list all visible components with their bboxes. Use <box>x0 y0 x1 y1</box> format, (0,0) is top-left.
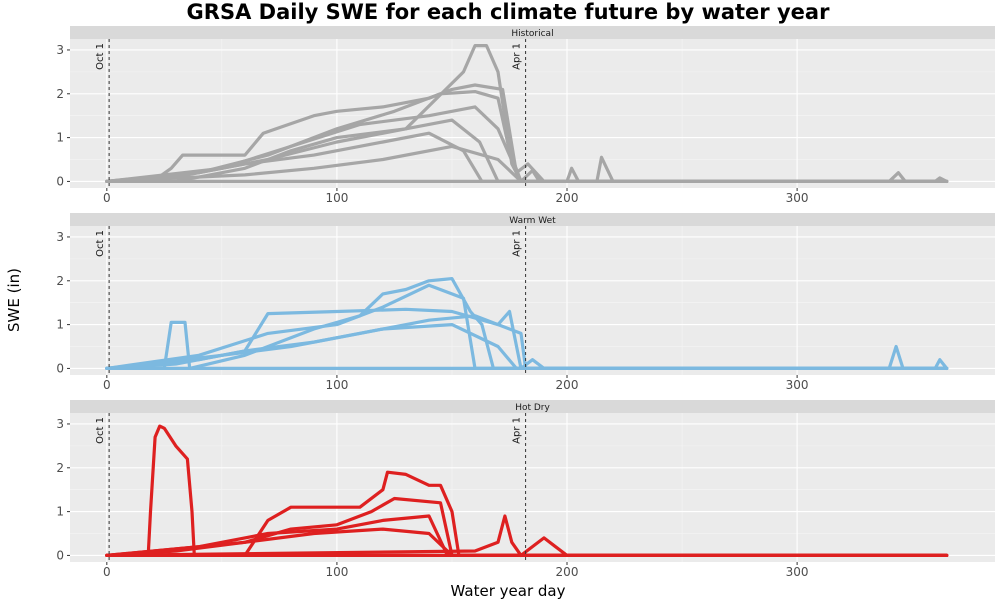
series-line <box>105 470 949 557</box>
y-tick-label: 3 <box>56 417 64 431</box>
x-tick-label: 100 <box>325 565 348 579</box>
series-line <box>105 496 949 557</box>
y-tick-label: 3 <box>56 43 64 57</box>
panel-background <box>70 226 995 375</box>
x-tick-label: 300 <box>786 565 809 579</box>
reference-line-label: Oct 1 <box>95 417 106 444</box>
series-line <box>105 344 949 370</box>
x-tick-label: 100 <box>325 378 348 392</box>
y-tick-label: 2 <box>56 461 64 475</box>
panel-background <box>70 39 995 188</box>
chart-title: GRSA Daily SWE for each climate future b… <box>187 0 831 24</box>
x-tick-label: 200 <box>556 378 579 392</box>
panel-background <box>70 413 995 562</box>
panel-hot-dry: Hot Dry 0 100 200 300 0 1 2 3 Oct 1 Apr 1 <box>56 400 995 579</box>
y-tick-label: 0 <box>56 174 64 188</box>
panel-strip <box>70 400 995 413</box>
x-tick-label: 300 <box>786 378 809 392</box>
x-tick-label: 0 <box>103 565 111 579</box>
x-tick-label: 200 <box>556 565 579 579</box>
y-tick-label: 3 <box>56 230 64 244</box>
series-line <box>105 105 949 183</box>
panel-strip-label: Hot Dry <box>515 403 550 413</box>
panel-strip-label: Historical <box>511 29 553 39</box>
reference-line-label: Apr 1 <box>512 43 523 70</box>
series-group <box>105 277 949 370</box>
y-tick-label: 0 <box>56 361 64 375</box>
series-group <box>105 424 949 557</box>
y-tick-label: 1 <box>56 318 64 332</box>
panel-warm-wet: Warm Wet 0 100 200 300 0 1 2 3 Oct 1 Apr 1 <box>56 213 995 392</box>
x-axis-title: Water year day <box>451 582 566 600</box>
panel-historical: Historical 0 100 200 300 0 1 2 3 Oct 1 Apr 1 <box>56 26 995 205</box>
panel-strip <box>70 26 995 39</box>
reference-line-label: Apr 1 <box>512 230 523 257</box>
y-tick-label: 1 <box>56 131 64 145</box>
y-tick-label: 2 <box>56 274 64 288</box>
series-line <box>105 83 949 183</box>
panel-strip <box>70 213 995 226</box>
y-axis-title: SWE (in) <box>5 268 23 332</box>
x-tick-label: 300 <box>786 191 809 205</box>
series-line <box>105 514 949 557</box>
x-tick-label: 200 <box>556 191 579 205</box>
reference-line-label: Oct 1 <box>95 43 106 70</box>
series-line <box>105 155 949 183</box>
series-group <box>105 44 949 183</box>
series-line <box>105 283 949 370</box>
reference-line-label: Oct 1 <box>95 230 106 257</box>
series-line <box>105 131 949 183</box>
y-tick-label: 1 <box>56 505 64 519</box>
y-tick-label: 2 <box>56 87 64 101</box>
x-tick-label: 100 <box>325 191 348 205</box>
x-tick-label: 0 <box>103 191 111 205</box>
series-line <box>105 144 949 183</box>
reference-line-label: Apr 1 <box>512 417 523 444</box>
y-tick-label: 0 <box>56 548 64 562</box>
panel-strip-label: Warm Wet <box>509 216 556 226</box>
x-tick-label: 0 <box>103 378 111 392</box>
series-line <box>105 323 949 370</box>
